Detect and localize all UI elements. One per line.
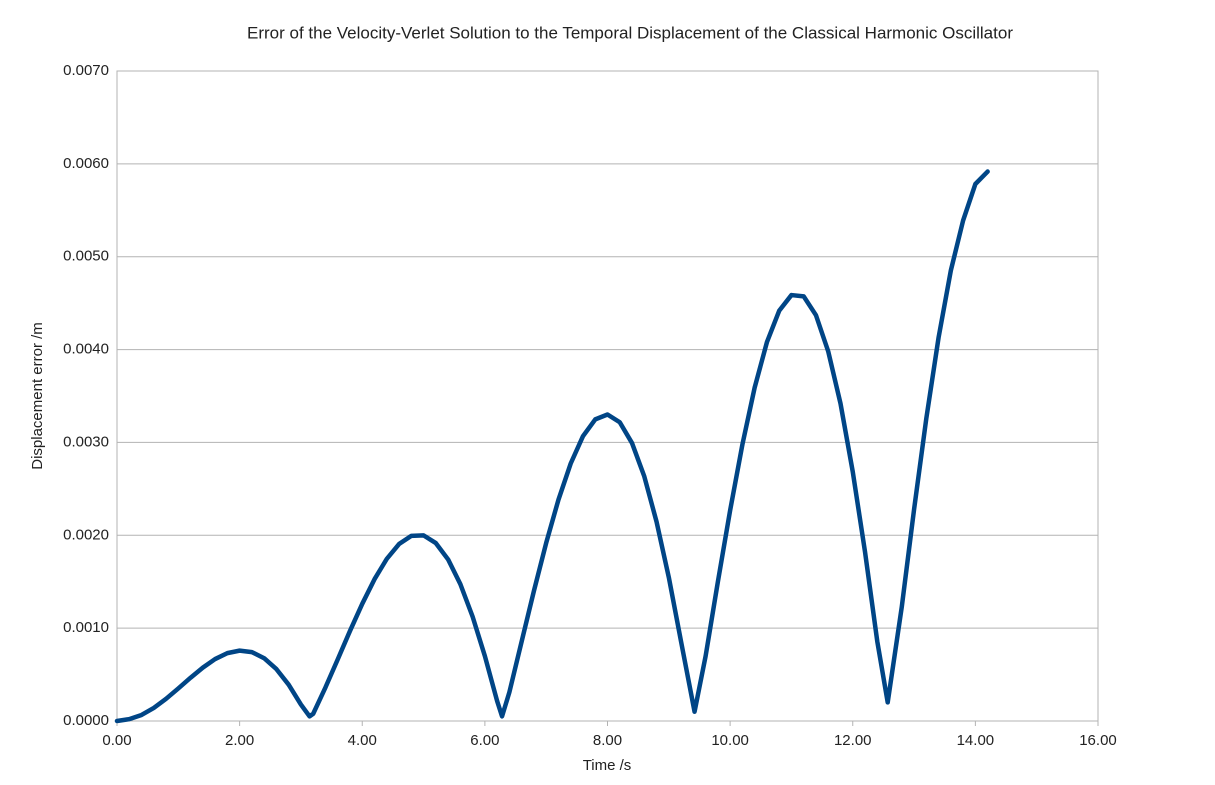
y-tick-label: 0.0070 bbox=[63, 62, 109, 79]
y-tick-label: 0.0010 bbox=[63, 619, 109, 636]
x-tick-label: 8.00 bbox=[593, 732, 622, 749]
y-tick-label: 0.0020 bbox=[63, 526, 109, 543]
x-tick-label: 10.00 bbox=[711, 732, 749, 749]
data-line bbox=[114, 169, 990, 724]
x-tick-label: 0.00 bbox=[102, 732, 131, 749]
x-tick-label: 6.00 bbox=[470, 732, 499, 749]
y-axis-title: Displacement error /m bbox=[29, 322, 46, 470]
y-tick-label: 0.0040 bbox=[63, 341, 109, 358]
x-tick-label: 16.00 bbox=[1079, 732, 1117, 749]
plot-frame bbox=[116, 70, 1099, 722]
y-tick-label: 0.0030 bbox=[63, 433, 109, 450]
y-tick-label: 0.0000 bbox=[63, 712, 109, 729]
x-tick-label: 12.00 bbox=[834, 732, 872, 749]
x-tick-label: 14.00 bbox=[957, 732, 995, 749]
y-tick-label: 0.0060 bbox=[63, 155, 109, 172]
chart-title: Error of the Velocity-Verlet Solution to… bbox=[247, 23, 1013, 42]
x-axis-title: Time /s bbox=[583, 757, 632, 774]
x-tick-label: 4.00 bbox=[348, 732, 377, 749]
y-tick-label: 0.0050 bbox=[63, 248, 109, 265]
x-tick-label: 2.00 bbox=[225, 732, 254, 749]
